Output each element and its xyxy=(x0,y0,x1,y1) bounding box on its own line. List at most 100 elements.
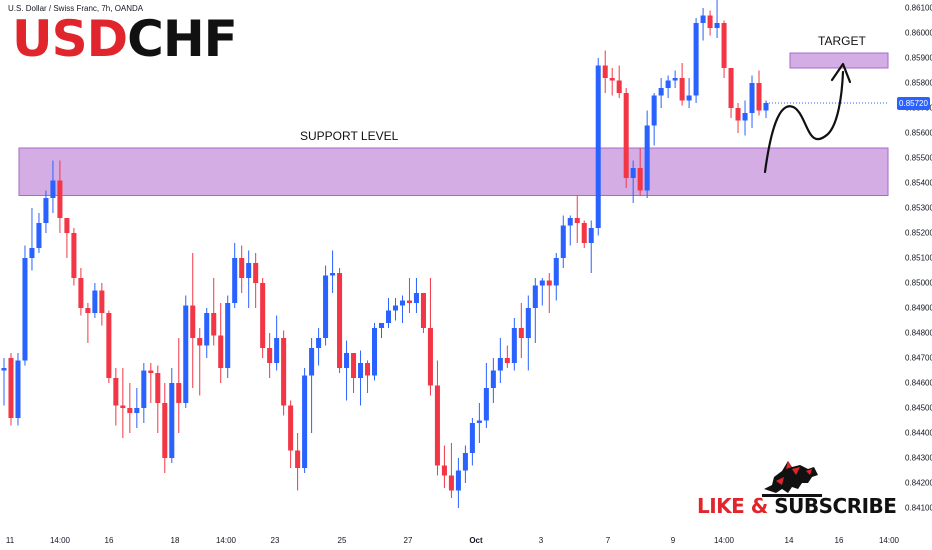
candle-body xyxy=(427,328,433,386)
candle-body xyxy=(267,348,273,363)
candle-body xyxy=(441,465,447,476)
y-tick-label: 0.84500 xyxy=(905,403,932,413)
candle-body xyxy=(330,273,336,276)
candle-body xyxy=(8,358,14,418)
candle-body xyxy=(99,290,105,313)
candle-body xyxy=(644,125,650,191)
candle-body xyxy=(92,290,98,313)
candle-body xyxy=(462,453,468,471)
candle-body xyxy=(148,370,154,373)
y-tick-label: 0.85900 xyxy=(905,53,932,63)
candle-body xyxy=(358,363,364,378)
candle-body xyxy=(246,263,252,278)
y-tick-label: 0.85000 xyxy=(905,278,932,288)
y-tick-label: 0.84100 xyxy=(905,503,932,513)
y-tick-label: 0.85200 xyxy=(905,228,932,238)
candle-body xyxy=(714,23,720,28)
candle-body xyxy=(232,258,238,303)
y-tick-label: 0.85100 xyxy=(905,253,932,263)
candle-body xyxy=(29,248,35,258)
x-tick-label: 14:00 xyxy=(713,536,735,545)
like-subscribe-cta[interactable]: LIKE & SUBSCRIBE xyxy=(697,494,897,518)
candle-body xyxy=(588,228,594,243)
candle-body xyxy=(539,280,545,286)
candle-body xyxy=(504,358,510,363)
x-tick-label: 11 xyxy=(5,536,15,545)
candle-body xyxy=(574,218,580,223)
candle-body xyxy=(497,358,503,371)
candle-body xyxy=(106,313,112,378)
candle-body xyxy=(239,258,245,278)
symbol-header: U.S. Dollar / Swiss Franc, 7h, OANDA xyxy=(8,4,144,13)
candle-body xyxy=(420,293,426,328)
candle-body xyxy=(78,278,84,308)
candle-body xyxy=(560,225,566,258)
candle-body xyxy=(728,68,734,108)
candle-body xyxy=(686,95,692,101)
candle-body xyxy=(399,300,405,306)
candle-body xyxy=(225,303,231,368)
candle-body xyxy=(183,305,189,403)
candle-body xyxy=(665,80,671,88)
current-price-tag: 0.85720 xyxy=(897,97,930,110)
x-tick-label: 7 xyxy=(605,536,611,545)
candle-body xyxy=(337,273,343,368)
candle-body xyxy=(756,83,762,111)
candle-body xyxy=(707,15,713,28)
price-axis[interactable] xyxy=(890,0,932,550)
candle-body xyxy=(672,78,678,81)
candle-body xyxy=(749,83,755,113)
y-tick-label: 0.86000 xyxy=(905,28,932,38)
candle-body xyxy=(351,353,357,378)
candle-body xyxy=(763,103,769,111)
y-tick-label: 0.85600 xyxy=(905,128,932,138)
candle-body xyxy=(476,420,482,423)
candle-body xyxy=(253,263,259,283)
candle-body xyxy=(295,450,301,468)
x-tick-label: 18 xyxy=(170,536,180,545)
projection-arrowhead xyxy=(830,62,852,84)
projection-path xyxy=(763,70,845,174)
candle-body xyxy=(288,405,294,451)
candle-body xyxy=(658,88,664,96)
candle-body xyxy=(316,338,322,348)
pair-title-quote: CHF xyxy=(127,10,238,68)
y-tick-label: 0.84700 xyxy=(905,353,932,363)
candle-body xyxy=(169,383,175,458)
candle-body xyxy=(602,65,608,78)
target-zone xyxy=(789,52,889,69)
candle-body xyxy=(616,80,622,93)
candle-body xyxy=(302,375,308,468)
x-tick-label: 23 xyxy=(270,536,280,545)
candle-body xyxy=(162,403,168,458)
x-tick-label: 16 xyxy=(104,536,114,545)
candle-body xyxy=(190,305,196,338)
candle-body xyxy=(1,368,7,371)
candle-body xyxy=(581,223,587,243)
candle-body xyxy=(155,373,161,403)
candle-body xyxy=(637,168,643,191)
candle-body xyxy=(546,280,552,286)
y-tick-label: 0.84600 xyxy=(905,378,932,388)
candle-body xyxy=(630,168,636,178)
x-tick-label: 9 xyxy=(670,536,676,545)
candle-body xyxy=(609,78,615,81)
candle-body xyxy=(134,408,140,413)
candle-body xyxy=(567,218,573,226)
candle-body xyxy=(742,113,748,121)
candle-body xyxy=(22,258,28,361)
y-tick-label: 0.85500 xyxy=(905,153,932,163)
candle-body xyxy=(260,283,266,348)
candle-body xyxy=(64,218,70,233)
candle-body xyxy=(43,198,49,223)
candle-body xyxy=(413,293,419,303)
candle-body xyxy=(57,180,63,218)
candle-body xyxy=(344,353,350,368)
candle-body xyxy=(365,363,371,376)
candle-body xyxy=(392,305,399,311)
candle-body xyxy=(595,65,601,228)
candle-body xyxy=(85,308,91,313)
candle-body xyxy=(532,285,538,308)
candle-body xyxy=(50,180,56,198)
